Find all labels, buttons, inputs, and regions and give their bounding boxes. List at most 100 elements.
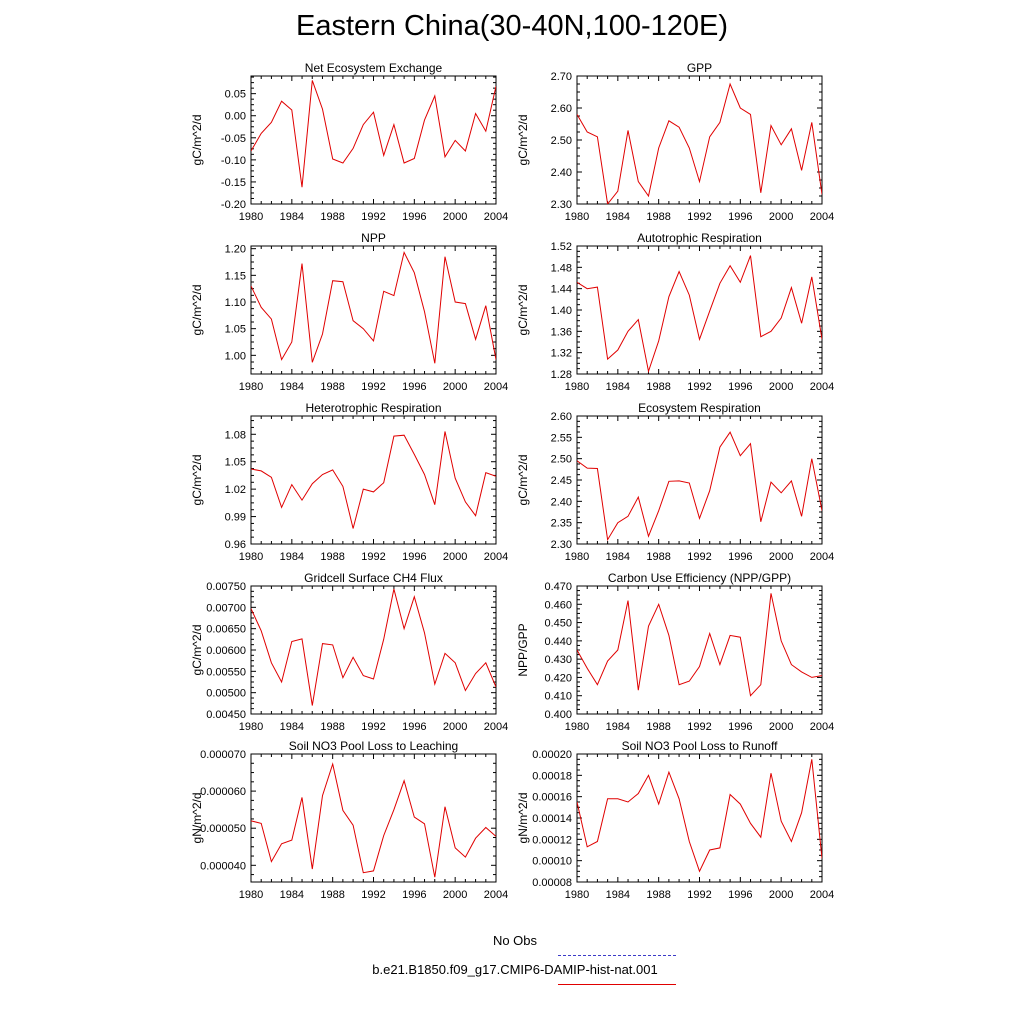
x-tick-label: 1980 — [565, 889, 589, 901]
y-tick-label: 1.28 — [551, 369, 572, 381]
x-tick-label: 1984 — [606, 381, 630, 393]
panel-title: Ecosystem Respiration — [638, 401, 761, 415]
x-tick-label: 1984 — [606, 211, 630, 223]
y-tick-label: 0.420 — [544, 672, 572, 684]
panel-9: Soil NO3 Pool Loss to Runoff gN/m^2/d 1980… — [516, 739, 834, 901]
y-axis-label: gC/m^2/d — [516, 285, 530, 336]
x-tick-label: 1984 — [280, 551, 304, 563]
panel-8: Soil NO3 Pool Loss to Leaching gN/m^2/d 19… — [190, 739, 508, 901]
y-tick-label: 0.000040 — [200, 860, 246, 872]
series-line — [577, 255, 822, 374]
x-tick-label: 1984 — [606, 551, 630, 563]
y-tick-label: 1.52 — [551, 241, 572, 253]
y-tick-label: 1.36 — [551, 326, 572, 338]
x-tick-label: 2004 — [484, 721, 508, 733]
x-tick-label: 1996 — [728, 211, 752, 223]
panel-frame — [250, 245, 497, 375]
x-tick-label: 1996 — [402, 381, 426, 393]
x-tick-label: 1988 — [320, 381, 344, 393]
y-tick-label: 0.00700 — [206, 602, 246, 614]
y-tick-label: 0.00008 — [532, 877, 572, 889]
y-tick-label: 1.00 — [225, 350, 246, 362]
x-tick-label: 2000 — [443, 721, 467, 733]
panel-frame — [250, 753, 497, 883]
series-line — [577, 593, 822, 697]
y-axis-label: gC/m^2/d — [516, 115, 530, 166]
y-tick-label: 0.00014 — [532, 813, 572, 825]
x-tick-label: 1992 — [687, 211, 711, 223]
panel-3: Autotrophic Respiration gC/m^2/d 1980 1984 1… — [516, 231, 834, 393]
y-tick-label: 0.000070 — [200, 749, 246, 761]
x-tick-label: 2000 — [443, 211, 467, 223]
panel-frame — [576, 245, 823, 375]
panel-title: Soil NO3 Pool Loss to Leaching — [289, 739, 458, 753]
x-tick-label: 1980 — [239, 211, 263, 223]
x-tick-label: 1988 — [646, 889, 670, 901]
x-tick-label: 2000 — [769, 551, 793, 563]
y-tick-label: 2.35 — [551, 518, 572, 530]
y-tick-label: 0.00020 — [532, 749, 572, 761]
y-tick-label: 0.450 — [544, 618, 572, 630]
series-line — [251, 250, 496, 364]
y-tick-label: 2.55 — [551, 432, 572, 444]
series-line — [251, 588, 496, 706]
x-tick-label: 1996 — [402, 551, 426, 563]
y-tick-label: 0.00010 — [532, 856, 572, 868]
x-tick-label: 1996 — [728, 551, 752, 563]
x-tick-label: 1992 — [361, 211, 385, 223]
x-tick-label: 1992 — [361, 551, 385, 563]
y-tick-label: 0.99 — [225, 512, 246, 524]
x-tick-label: 2004 — [810, 889, 834, 901]
x-tick-label: 1988 — [320, 889, 344, 901]
series-line — [251, 80, 496, 188]
y-axis-label: gC/m^2/d — [516, 455, 530, 506]
x-tick-label: 1984 — [280, 721, 304, 733]
x-tick-label: 1980 — [239, 381, 263, 393]
y-tick-label: 2.70 — [551, 71, 572, 83]
y-tick-label: 1.44 — [551, 284, 572, 296]
y-tick-label: 0.00600 — [206, 645, 246, 657]
y-tick-label: 1.10 — [225, 297, 246, 309]
panel-4: Heterotrophic Respiration gC/m^2/d 1980 198… — [190, 401, 508, 563]
x-tick-label: 1988 — [646, 551, 670, 563]
panel-title: NPP — [361, 231, 386, 245]
panel-title: Soil NO3 Pool Loss to Runoff — [622, 739, 779, 753]
x-tick-label: 1996 — [402, 721, 426, 733]
legend-model-label: b.e21.B1850.f09_g17.CMIP6-DAMIP-hist-nat… — [372, 962, 658, 977]
panel-frame — [250, 75, 497, 205]
y-tick-label: 0.00450 — [206, 709, 246, 721]
y-tick-label: 2.40 — [551, 167, 572, 179]
x-tick-label: 1996 — [728, 889, 752, 901]
x-tick-label: 1992 — [361, 889, 385, 901]
x-tick-label: 2004 — [810, 551, 834, 563]
y-tick-label: 1.48 — [551, 262, 572, 274]
y-tick-label: 0.000050 — [200, 823, 246, 835]
x-tick-label: 1992 — [687, 889, 711, 901]
x-tick-label: 1988 — [320, 721, 344, 733]
y-tick-label: 0.00550 — [206, 666, 246, 678]
y-tick-label: 1.15 — [225, 270, 246, 282]
y-tick-label: 0.00018 — [532, 770, 572, 782]
x-tick-label: 1996 — [402, 211, 426, 223]
x-tick-label: 1980 — [565, 381, 589, 393]
x-tick-label: 1984 — [280, 889, 304, 901]
y-tick-label: 0.440 — [544, 636, 572, 648]
panel-title: GPP — [687, 61, 712, 75]
x-tick-label: 1992 — [687, 381, 711, 393]
y-tick-label: 2.50 — [551, 135, 572, 147]
panel-frame — [576, 75, 823, 205]
x-tick-label: 1988 — [320, 211, 344, 223]
y-axis-label: gC/m^2/d — [190, 115, 204, 166]
x-tick-label: 1992 — [687, 721, 711, 733]
series-line — [577, 431, 822, 542]
series-line — [251, 762, 496, 878]
panel-7: Carbon Use Efficiency (NPP/GPP) NPP/GPP 19… — [516, 571, 834, 733]
y-tick-label: -0.05 — [221, 133, 246, 145]
y-tick-label: 0.400 — [544, 709, 572, 721]
y-axis-label: gC/m^2/d — [190, 455, 204, 506]
y-tick-label: 0.460 — [544, 599, 572, 611]
y-axis-label: gN/m^2/d — [190, 793, 204, 844]
x-tick-label: 2004 — [484, 889, 508, 901]
y-tick-label: -0.20 — [221, 199, 246, 211]
panel-5: Ecosystem Respiration gC/m^2/d 1980 1984 198… — [516, 401, 834, 563]
